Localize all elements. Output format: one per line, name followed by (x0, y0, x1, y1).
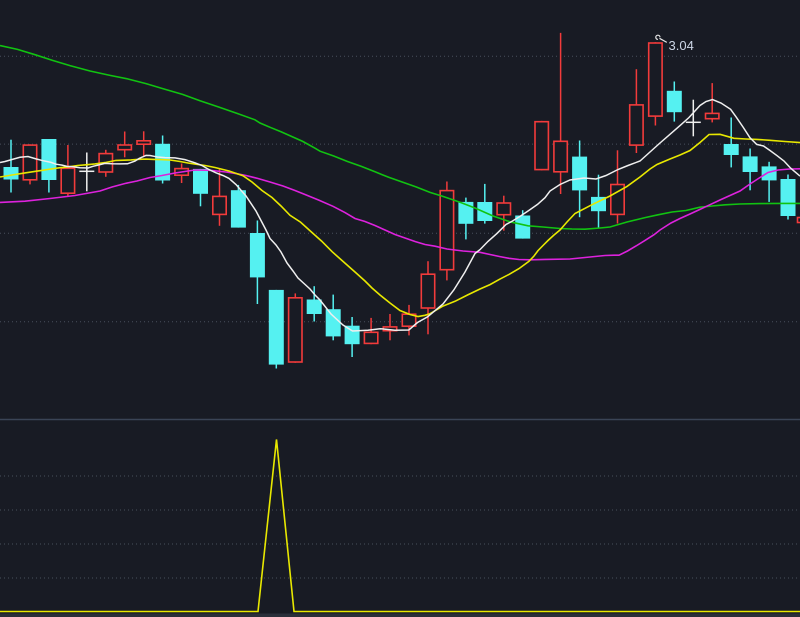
svg-text:3.04: 3.04 (669, 38, 694, 53)
